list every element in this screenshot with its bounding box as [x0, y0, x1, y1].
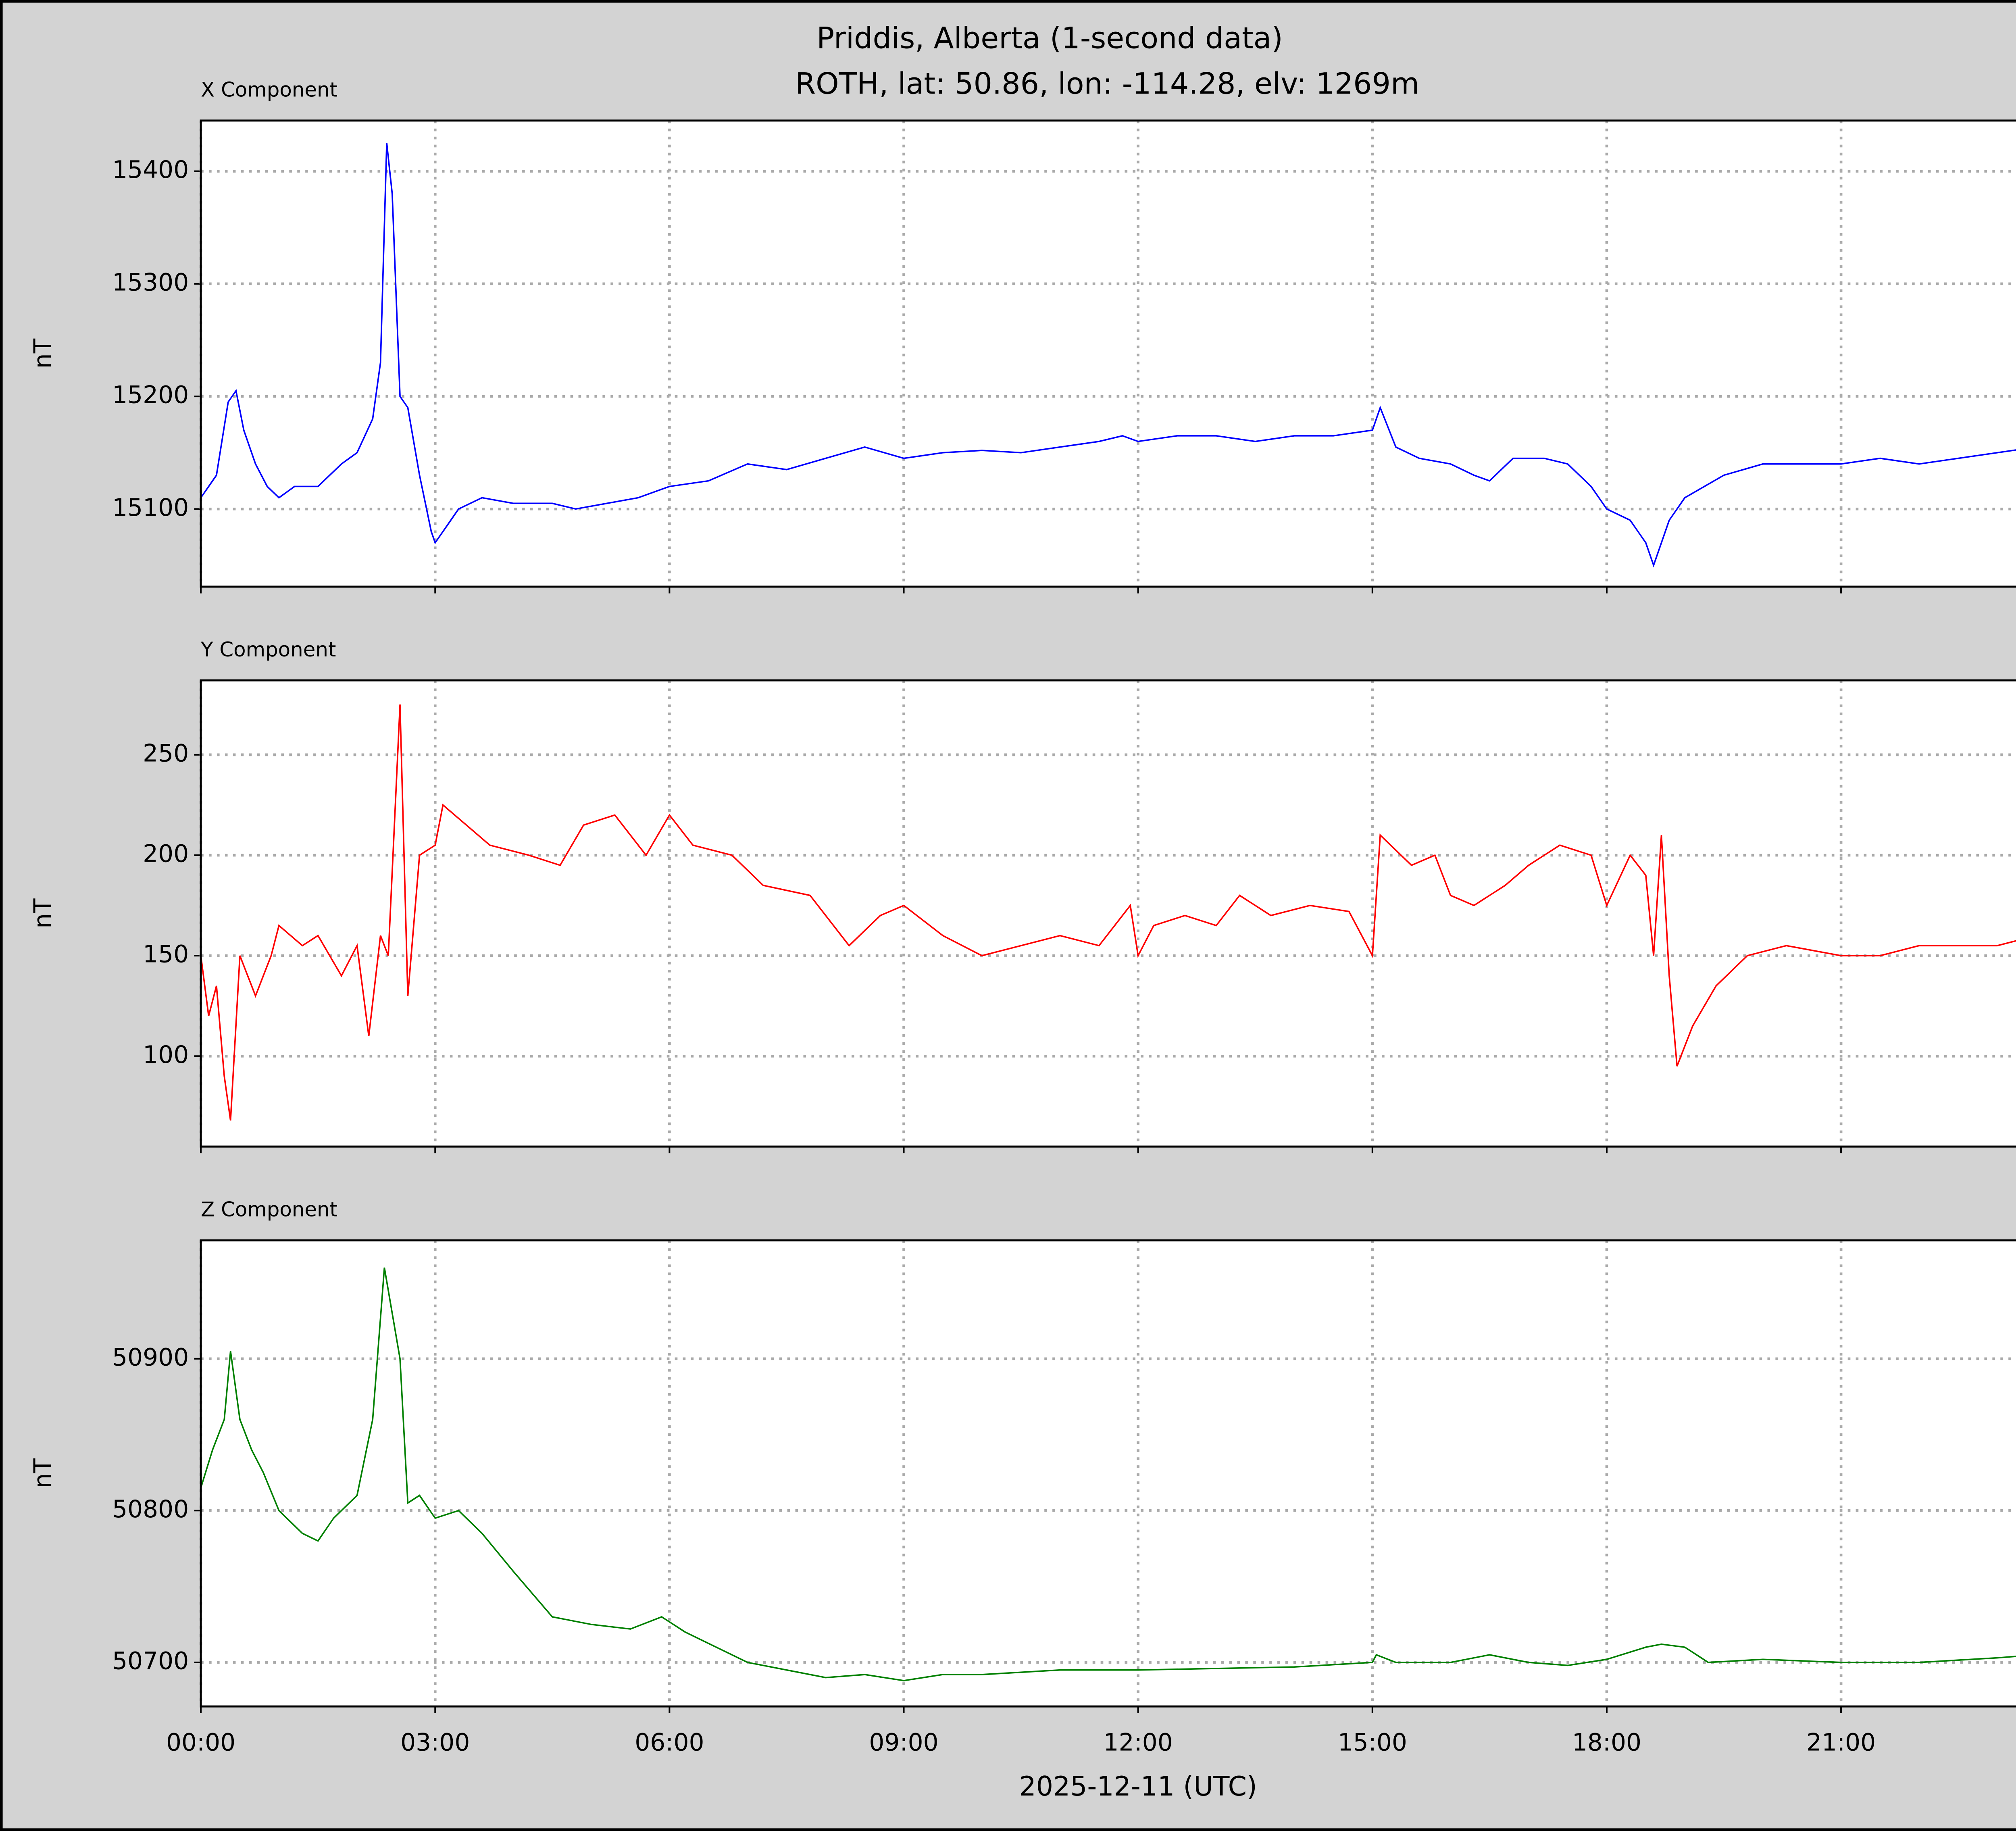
plot-area: [201, 1240, 2016, 1707]
x-axis-label: 2025-12-11 (UTC): [1019, 1771, 1257, 1802]
y-tick-label: 50900: [112, 1344, 189, 1371]
x-tick-label: 12:00: [1104, 1729, 1173, 1757]
y-tick-label: 15200: [112, 381, 189, 409]
x-tick-label: 00:00: [166, 1729, 235, 1757]
y-tick-label: 50800: [112, 1496, 189, 1523]
figure-subtitle: ROTH, lat: 50.86, lon: -114.28, elv: 126…: [795, 67, 1419, 101]
data-line: [200, 704, 2016, 1121]
y-axis-label: nT: [29, 1458, 57, 1488]
plot-area: [201, 120, 2016, 587]
plot-area: [201, 680, 2016, 1147]
plot-frame: [200, 679, 2016, 1148]
y-tick-label: 15400: [112, 156, 189, 184]
y-tick-label: 100: [143, 1041, 189, 1069]
plot-frame: [200, 119, 2016, 588]
figure-title: Priddis, Alberta (1-second data): [816, 21, 1283, 56]
data-line: [200, 1267, 2016, 1681]
plot-frame: [200, 1239, 2016, 1708]
y-tick-label: 200: [143, 840, 189, 868]
panel-title: Z Component: [201, 1198, 337, 1221]
y-tick-label: 250: [143, 739, 189, 767]
x-tick-label: 15:00: [1338, 1729, 1407, 1757]
y-axis-label: nT: [29, 338, 57, 369]
x-tick-label: 06:00: [635, 1729, 704, 1757]
panel-title: X Component: [201, 78, 337, 101]
y-tick-label: 15300: [112, 269, 189, 296]
x-tick-label: 03:00: [400, 1729, 470, 1757]
y-tick-label: 150: [143, 941, 189, 969]
y-tick-label: 15100: [112, 494, 189, 522]
data-line: [200, 143, 2016, 568]
y-tick-label: 50700: [112, 1647, 189, 1675]
x-tick-label: 18:00: [1572, 1729, 1641, 1757]
panel-title: Y Component: [200, 638, 336, 661]
x-tick-label: 21:00: [1806, 1729, 1876, 1757]
x-tick-label: 09:00: [869, 1729, 938, 1757]
y-axis-label: nT: [29, 898, 57, 929]
